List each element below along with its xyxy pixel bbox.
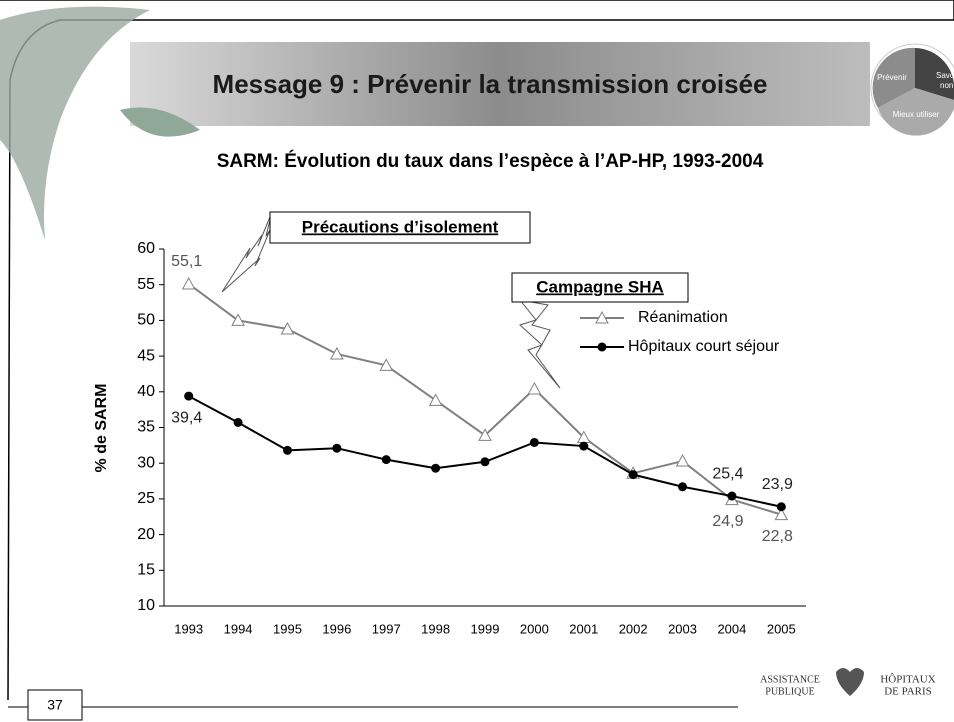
logo-text: DE PARIS [884,686,932,698]
lightning-callout [518,299,561,389]
badge-part [915,48,954,100]
logo-text: HÔPITAUX [880,674,935,686]
y-tick-label: 10 [137,597,155,614]
marker [379,358,394,371]
marker [282,445,292,455]
logo-heart [836,668,864,696]
x-tick-label: 2000 [520,621,549,636]
legend-label: Réanimation [638,309,728,326]
title-band [130,42,870,126]
marker [527,381,542,395]
marker [381,455,391,465]
logo-text: ASSISTANCE [760,674,820,685]
marker [678,482,688,492]
x-tick-label: 1997 [372,621,401,636]
x-tick-label: 2002 [619,621,648,636]
annotation: Précautions d’isolement [302,217,499,236]
y-axis-label: % de SARM [93,384,110,473]
leaf [120,107,200,137]
marker [727,491,737,501]
data-label: 39,4 [171,409,202,426]
chart-title: SARM: Évolution du taux dans l’espèce à … [217,150,764,172]
marker [478,428,492,441]
y-tick-label: 45 [137,347,155,364]
marker [233,418,243,428]
y-tick-label: 50 [137,312,155,329]
y-tick-label: 20 [137,526,155,543]
annotation: Campagne SHA [536,277,664,296]
leaf [0,6,150,240]
annotation-box [511,272,689,303]
marker [628,470,638,480]
slide-title: Message 9 : Prévenir la transmission cro… [213,69,768,99]
y-tick-label: 30 [137,454,155,471]
marker [774,507,789,521]
x-tick-label: 2003 [668,621,697,636]
x-tick-label: 1999 [471,621,500,636]
x-tick-label: 2005 [767,621,796,636]
x-tick-label: 1996 [322,621,351,636]
y-tick-label: 35 [137,419,155,436]
y-tick-label: 15 [137,562,155,579]
marker [776,502,786,512]
annotation-box [269,211,531,244]
badge-part [878,88,954,136]
legend-marker [595,310,609,324]
y-tick-label: 40 [137,383,155,400]
marker [280,321,295,335]
data-label: 24,9 [712,513,743,530]
legend-label: Hôpitaux court séjour [628,338,780,355]
page-number: 37 [47,697,63,713]
page-number-box [27,689,83,721]
marker [184,391,194,401]
x-tick-label: 2001 [569,621,598,636]
marker [431,463,441,473]
data-label: 55,1 [171,253,202,270]
lightning-callout [221,211,273,293]
marker [330,346,344,360]
badge-text: Savoir di [936,71,954,80]
x-tick-label: 1994 [224,621,253,636]
marker [231,313,245,326]
data-label: 23,9 [762,476,793,493]
series-line [188,395,782,508]
legend-marker [597,342,607,352]
data-label: 25,4 [712,465,743,482]
x-tick-label: 2004 [717,621,746,636]
marker [332,443,342,453]
x-tick-label: 1998 [421,621,450,636]
marker [529,437,539,447]
x-tick-label: 1995 [273,621,302,636]
y-tick-label: 60 [137,240,155,257]
marker [480,457,490,467]
logo-text: PUBLIQUE [765,686,814,697]
badge-text: non [940,81,953,90]
badge-text: Mieux utiliser [893,110,940,119]
data-label: 22,8 [762,528,793,545]
badge-part [872,47,915,108]
marker [675,454,690,467]
x-tick-label: 1993 [174,621,203,636]
marker [428,393,443,406]
marker [181,276,196,290]
y-tick-label: 25 [137,490,155,507]
y-tick-label: 55 [137,276,155,293]
marker [579,441,589,451]
badge-text: Prévenir [877,73,907,82]
